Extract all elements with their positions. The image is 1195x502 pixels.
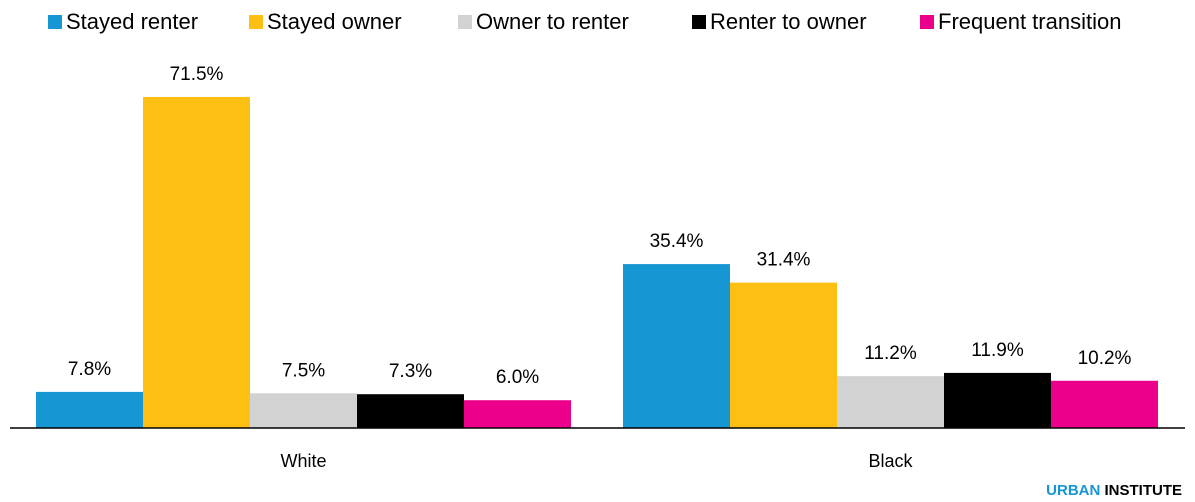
value-label: 31.4% — [757, 250, 811, 271]
legend-label: Stayed renter — [66, 9, 198, 34]
value-label: 7.5% — [282, 360, 325, 381]
footer: URBAN INSTITUTE — [1046, 482, 1182, 499]
bar — [837, 376, 944, 428]
value-label: 35.4% — [650, 231, 704, 252]
legend-label: Renter to owner — [710, 9, 867, 34]
brand-secondary: INSTITUTE — [1105, 482, 1183, 499]
legend-swatch — [458, 15, 472, 29]
bar — [36, 391, 143, 428]
brand-primary: URBAN — [1046, 482, 1100, 499]
bar — [250, 393, 357, 428]
bar — [730, 282, 837, 428]
legend-label: Stayed owner — [267, 9, 402, 34]
bar — [143, 96, 250, 428]
bar — [623, 264, 730, 428]
legend-swatch — [249, 15, 263, 29]
x-tick-label: White — [280, 451, 326, 471]
value-label: 71.5% — [170, 64, 224, 85]
value-label: 7.8% — [68, 359, 111, 380]
bar — [464, 400, 571, 428]
x-tick-label: Black — [868, 451, 913, 471]
legend-label: Owner to renter — [476, 9, 629, 34]
legend-swatch — [48, 15, 62, 29]
value-label: 6.0% — [496, 367, 539, 388]
legend-swatch — [920, 15, 934, 29]
bar — [1051, 380, 1158, 428]
value-label: 7.3% — [389, 361, 432, 382]
legend-label: Frequent transition — [938, 9, 1121, 34]
value-label: 11.9% — [971, 340, 1024, 361]
value-label: 10.2% — [1078, 348, 1132, 369]
legend-swatch — [692, 15, 706, 29]
bar — [944, 372, 1051, 428]
bar — [357, 394, 464, 428]
value-label: 11.2% — [864, 343, 917, 364]
